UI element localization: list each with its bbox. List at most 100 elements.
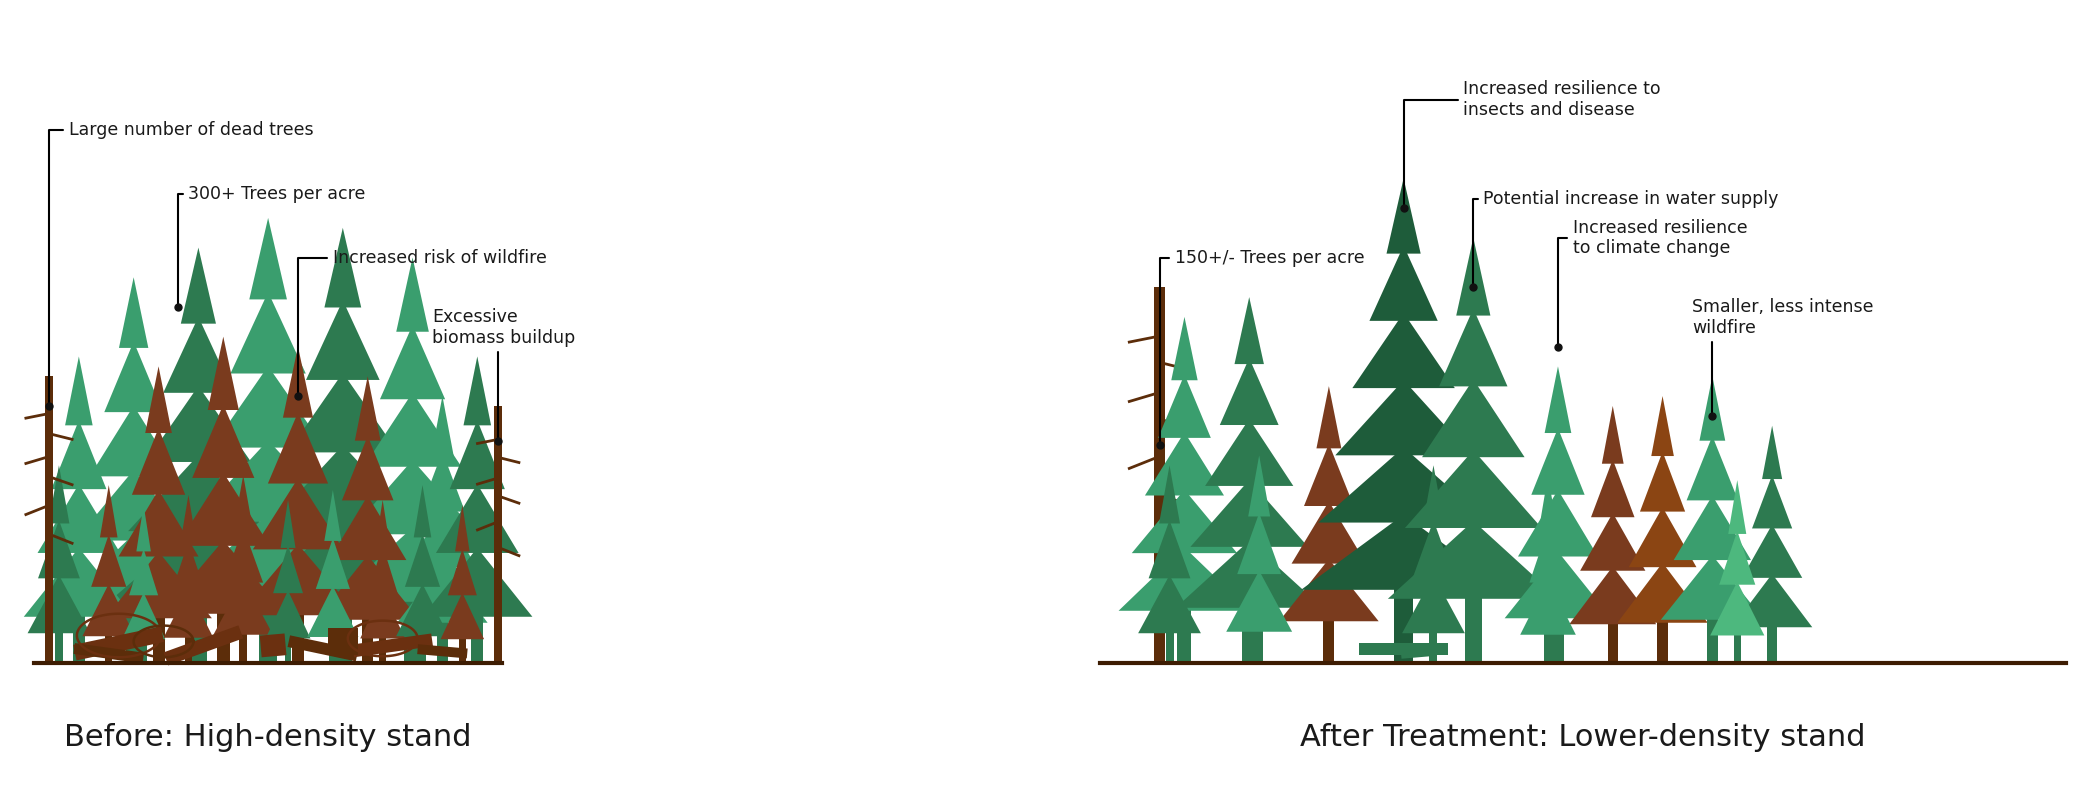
Text: Increased resilience to
insects and disease: Increased resilience to insects and dise…: [1403, 80, 1661, 205]
Polygon shape: [1302, 514, 1506, 590]
Polygon shape: [1720, 531, 1756, 585]
Polygon shape: [1602, 406, 1623, 464]
Polygon shape: [1732, 574, 1812, 627]
Polygon shape: [1504, 552, 1611, 618]
Polygon shape: [214, 579, 273, 634]
Polygon shape: [1768, 597, 1777, 663]
Polygon shape: [1256, 605, 1264, 663]
Polygon shape: [414, 485, 430, 537]
Polygon shape: [1617, 563, 1707, 622]
Polygon shape: [464, 357, 491, 425]
Polygon shape: [136, 505, 151, 552]
Polygon shape: [315, 538, 351, 589]
Polygon shape: [355, 377, 380, 441]
Polygon shape: [48, 466, 69, 524]
Polygon shape: [418, 644, 468, 658]
Polygon shape: [1149, 520, 1191, 579]
Polygon shape: [330, 615, 336, 663]
Polygon shape: [76, 470, 193, 540]
Polygon shape: [145, 366, 172, 433]
Polygon shape: [269, 412, 328, 483]
Polygon shape: [1359, 643, 1449, 655]
Polygon shape: [286, 618, 292, 663]
Polygon shape: [1157, 374, 1212, 438]
Polygon shape: [176, 473, 271, 546]
Polygon shape: [460, 618, 466, 663]
Polygon shape: [128, 548, 158, 595]
Polygon shape: [397, 257, 428, 332]
Polygon shape: [208, 337, 239, 410]
Polygon shape: [1743, 525, 1802, 578]
Polygon shape: [1438, 309, 1508, 386]
Polygon shape: [193, 404, 254, 478]
Polygon shape: [74, 577, 84, 663]
Polygon shape: [1709, 582, 1764, 635]
Polygon shape: [181, 248, 216, 324]
Polygon shape: [1674, 496, 1751, 560]
Polygon shape: [111, 525, 286, 600]
Polygon shape: [1401, 648, 1436, 659]
Text: 150+/- Trees per acre: 150+/- Trees per acre: [1159, 249, 1365, 443]
Polygon shape: [1191, 480, 1308, 547]
Polygon shape: [342, 436, 393, 501]
Polygon shape: [441, 593, 485, 639]
Polygon shape: [456, 505, 470, 552]
Polygon shape: [1424, 466, 1445, 524]
Text: Excessive
biomass buildup: Excessive biomass buildup: [433, 308, 575, 438]
Polygon shape: [1237, 513, 1281, 574]
Polygon shape: [145, 386, 252, 462]
Polygon shape: [74, 643, 145, 664]
Polygon shape: [1529, 527, 1567, 583]
Polygon shape: [380, 325, 445, 400]
Polygon shape: [1579, 513, 1646, 571]
Polygon shape: [1226, 571, 1292, 632]
Polygon shape: [288, 373, 399, 452]
Polygon shape: [447, 548, 477, 595]
Polygon shape: [38, 520, 80, 579]
Polygon shape: [405, 534, 441, 587]
Polygon shape: [1235, 297, 1264, 364]
Polygon shape: [368, 545, 397, 593]
Polygon shape: [1132, 490, 1237, 553]
Polygon shape: [361, 591, 405, 638]
Polygon shape: [317, 556, 420, 620]
Polygon shape: [212, 366, 326, 447]
Polygon shape: [1762, 426, 1783, 479]
Polygon shape: [118, 490, 200, 556]
Polygon shape: [265, 591, 311, 638]
Polygon shape: [1220, 358, 1279, 425]
Polygon shape: [405, 549, 420, 663]
Polygon shape: [101, 485, 118, 537]
Polygon shape: [1138, 575, 1201, 634]
Polygon shape: [1153, 287, 1166, 663]
Polygon shape: [449, 420, 504, 490]
Polygon shape: [307, 586, 359, 637]
Polygon shape: [1394, 528, 1413, 663]
Polygon shape: [1317, 386, 1342, 448]
Polygon shape: [288, 635, 359, 661]
Polygon shape: [216, 572, 229, 663]
Polygon shape: [307, 300, 380, 380]
Polygon shape: [1430, 608, 1439, 663]
Polygon shape: [172, 541, 206, 591]
Polygon shape: [1323, 586, 1334, 663]
Polygon shape: [1518, 490, 1598, 556]
Polygon shape: [181, 495, 197, 544]
Polygon shape: [1455, 238, 1491, 315]
Polygon shape: [1403, 575, 1466, 634]
Polygon shape: [330, 496, 407, 560]
Polygon shape: [1386, 178, 1422, 254]
Polygon shape: [233, 475, 254, 530]
Polygon shape: [1569, 567, 1657, 624]
Polygon shape: [397, 563, 487, 622]
Polygon shape: [128, 455, 269, 531]
Polygon shape: [185, 616, 191, 663]
Polygon shape: [153, 580, 164, 663]
Polygon shape: [470, 577, 483, 663]
Polygon shape: [1413, 520, 1455, 579]
Polygon shape: [397, 584, 449, 636]
Polygon shape: [252, 478, 342, 549]
Polygon shape: [141, 618, 147, 663]
Polygon shape: [164, 317, 233, 392]
Polygon shape: [258, 539, 277, 663]
